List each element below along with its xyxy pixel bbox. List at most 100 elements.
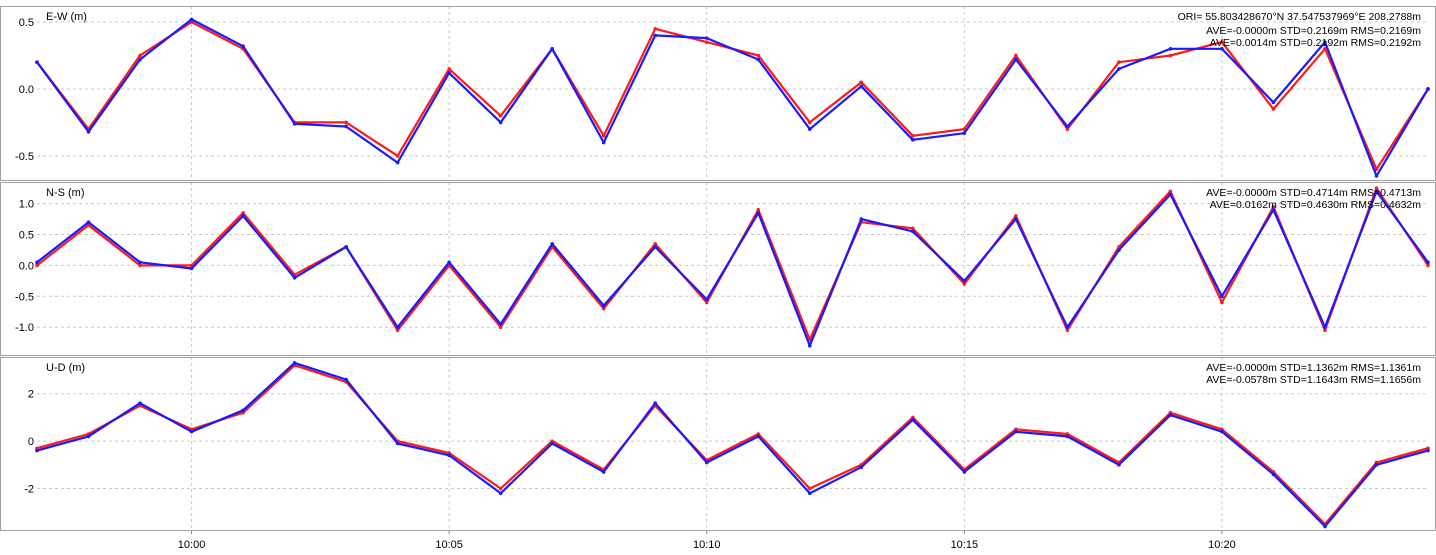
y-tick-label: -0.5 [15, 151, 34, 163]
data-point-blue [1117, 248, 1121, 252]
data-point-red [1426, 263, 1430, 268]
origin-coordinates: ORI= 55.803428670°N 37.547537969°E 208.2… [1178, 11, 1422, 23]
data-point-blue [704, 460, 709, 465]
data-point-blue [704, 36, 709, 40]
data-point-blue [653, 245, 658, 249]
data-point-red [653, 26, 658, 31]
data-point-red [601, 134, 606, 138]
data-point-red [86, 223, 91, 228]
data-point-blue [292, 121, 297, 126]
data-point-blue [241, 44, 245, 48]
y-tick-label: 2 [28, 389, 34, 401]
data-point-blue [395, 325, 400, 329]
data-point-blue [1117, 463, 1121, 467]
data-point-red [911, 134, 915, 138]
stats-line: AVE=-0.0000m STD=1.1362m RMS=1.1361m [1206, 362, 1421, 374]
series-line-blue [36, 18, 1429, 178]
y-tick-label: 0.0 [19, 84, 34, 96]
data-point-blue [189, 17, 194, 22]
data-point-blue [1168, 413, 1173, 417]
data-point-blue [1168, 47, 1173, 51]
stats-line: AVE=-0.0000m STD=0.2169m RMS=0.2169m [1206, 25, 1421, 37]
data-point-red [807, 120, 812, 125]
data-point-blue [138, 57, 142, 62]
data-point-blue [1374, 174, 1379, 178]
stats-line: AVE=0.0014m STD=0.2192m RMS=0.2192m [1210, 37, 1422, 49]
data-point-blue [756, 211, 761, 215]
data-point-red [1014, 214, 1018, 218]
x-tick-label: 10:05 [435, 539, 463, 550]
stats-line: AVE=0.0162m STD=0.4630m RMS=0.4632m [1210, 199, 1422, 211]
data-point-red [138, 263, 142, 268]
data-point-blue [1374, 463, 1379, 467]
data-point-blue [601, 140, 606, 145]
panel-axis-label: U-D (m) [46, 362, 85, 374]
y-tick-label: -1.0 [15, 322, 34, 334]
data-point-blue [241, 214, 245, 218]
data-point-blue [395, 160, 400, 165]
data-point-blue [911, 138, 915, 142]
data-point-blue [653, 401, 658, 406]
data-point-red [1065, 127, 1070, 131]
data-point-red [911, 226, 915, 231]
data-point-blue [447, 453, 451, 458]
data-point-blue [498, 322, 503, 326]
data-point-red [704, 300, 709, 305]
data-point-blue [859, 84, 864, 89]
data-point-blue [1117, 67, 1121, 71]
data-point-blue [756, 434, 761, 439]
data-point-blue [1220, 429, 1224, 434]
data-point-blue [1271, 100, 1276, 105]
data-point-red [756, 53, 761, 58]
data-point-red [1117, 60, 1121, 65]
data-point-blue [344, 124, 348, 129]
data-point-red [35, 263, 39, 268]
data-point-red [807, 486, 812, 491]
data-point-blue [189, 429, 194, 434]
data-point-blue [1426, 448, 1430, 453]
data-point-blue [35, 260, 39, 265]
series-layer [35, 17, 1430, 529]
data-point-blue [1168, 192, 1173, 197]
grid-layer [37, 6, 1428, 530]
data-point-blue [138, 260, 142, 265]
x-tick-label: 10:20 [1208, 539, 1236, 550]
data-point-blue [498, 120, 503, 125]
data-point-red [447, 67, 451, 71]
data-point-blue [447, 260, 451, 265]
data-point-red [962, 282, 967, 286]
x-tick-label: 10:00 [178, 539, 206, 550]
data-point-blue [86, 220, 91, 224]
data-point-blue [1014, 429, 1018, 434]
data-point-red [498, 325, 503, 329]
data-point-blue [550, 47, 554, 51]
data-point-blue [189, 266, 194, 271]
data-point-blue [1220, 294, 1224, 299]
data-point-blue [756, 57, 761, 62]
data-point-red [756, 208, 761, 212]
data-point-red [1271, 107, 1276, 111]
data-point-red [498, 113, 503, 118]
data-point-blue [1271, 472, 1276, 477]
data-point-blue [86, 434, 91, 439]
y-tick-label: 0.5 [19, 17, 34, 29]
data-point-blue [601, 303, 606, 308]
data-point-blue [962, 131, 967, 135]
data-point-red [498, 486, 503, 491]
y-tick-label: 0.0 [19, 260, 34, 272]
data-point-blue [807, 127, 812, 131]
data-point-blue [1426, 260, 1430, 265]
data-point-blue [1323, 524, 1327, 529]
series-line-blue [36, 190, 1429, 347]
stats-line: AVE=-0.0578m STD=1.1643m RMS=1.1656m [1206, 374, 1421, 386]
data-point-blue [911, 229, 915, 234]
data-point-red [1168, 189, 1173, 194]
panel-axis-label: E-W (m) [46, 11, 87, 23]
data-point-blue [1065, 434, 1070, 439]
data-point-red [1323, 328, 1327, 333]
data-point-blue [550, 241, 554, 246]
data-point-blue [1065, 124, 1070, 129]
panel-axis-label: N-S (m) [46, 187, 85, 199]
data-point-red [653, 241, 658, 246]
